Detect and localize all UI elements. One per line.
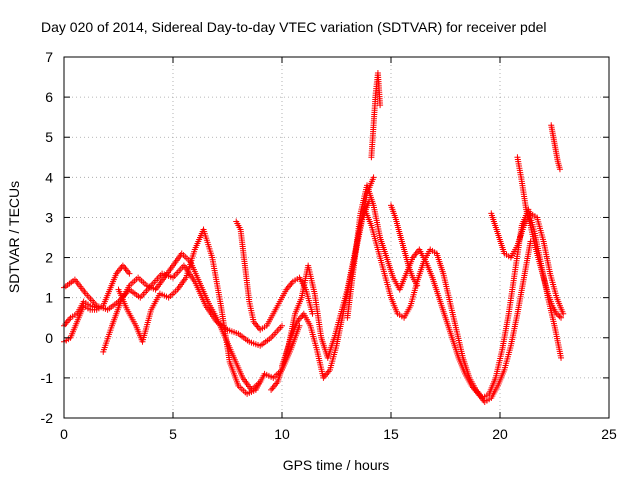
y-tick-label: 2 [45, 250, 53, 266]
y-tick-label: 7 [45, 49, 53, 65]
series-trace-14 [514, 154, 565, 321]
data-point [370, 174, 377, 181]
axis-ticks: 0 5 10 15 20 25 -2 -1 0 1 2 3 4 5 6 7 [41, 49, 617, 442]
data-point [279, 322, 285, 329]
series-trace-04 [100, 250, 264, 393]
x-tick-label: 5 [169, 426, 177, 442]
y-tick-label: -1 [41, 370, 54, 386]
y-tick-label: 1 [45, 290, 53, 306]
data-point [93, 304, 100, 311]
series-trace-06 [233, 218, 316, 333]
y-tick-label: 5 [45, 129, 53, 145]
y-axis-label: SDTVAR / TECUs [6, 181, 22, 293]
chart-title: Day 020 of 2014, Sidereal Day-to-day VTE… [41, 19, 547, 35]
data-point [558, 314, 565, 321]
y-tick-label: 0 [45, 330, 53, 346]
x-tick-label: 0 [60, 426, 68, 442]
series-trace-12 [388, 202, 421, 289]
series-trace-13 [488, 210, 567, 317]
y-tick-label: 6 [45, 89, 53, 105]
data-point [126, 270, 133, 277]
data-point [556, 313, 563, 320]
series-trace-15 [548, 122, 563, 173]
grid [63, 56, 610, 419]
data-point [309, 310, 316, 317]
y-tick-label: 4 [45, 169, 53, 185]
data-point [556, 166, 563, 173]
series-trace-09 [344, 182, 534, 405]
data-points [61, 70, 567, 405]
x-tick-label: 15 [383, 426, 399, 442]
x-tick-label: 25 [601, 426, 617, 442]
plot-frame [63, 56, 610, 419]
data-point [553, 310, 560, 317]
series-trace-01 [61, 262, 285, 349]
x-tick-label: 20 [492, 426, 508, 442]
data-point [555, 312, 562, 319]
data-point [558, 354, 565, 361]
series-trace-11 [368, 70, 384, 161]
y-tick-label: 3 [45, 209, 53, 225]
data-point [414, 282, 421, 289]
x-tick-label: 10 [274, 426, 290, 442]
y-tick-label: -2 [41, 410, 54, 426]
data-point [560, 310, 567, 317]
data-point [377, 102, 384, 109]
x-axis-label: GPS time / hours [283, 457, 390, 473]
